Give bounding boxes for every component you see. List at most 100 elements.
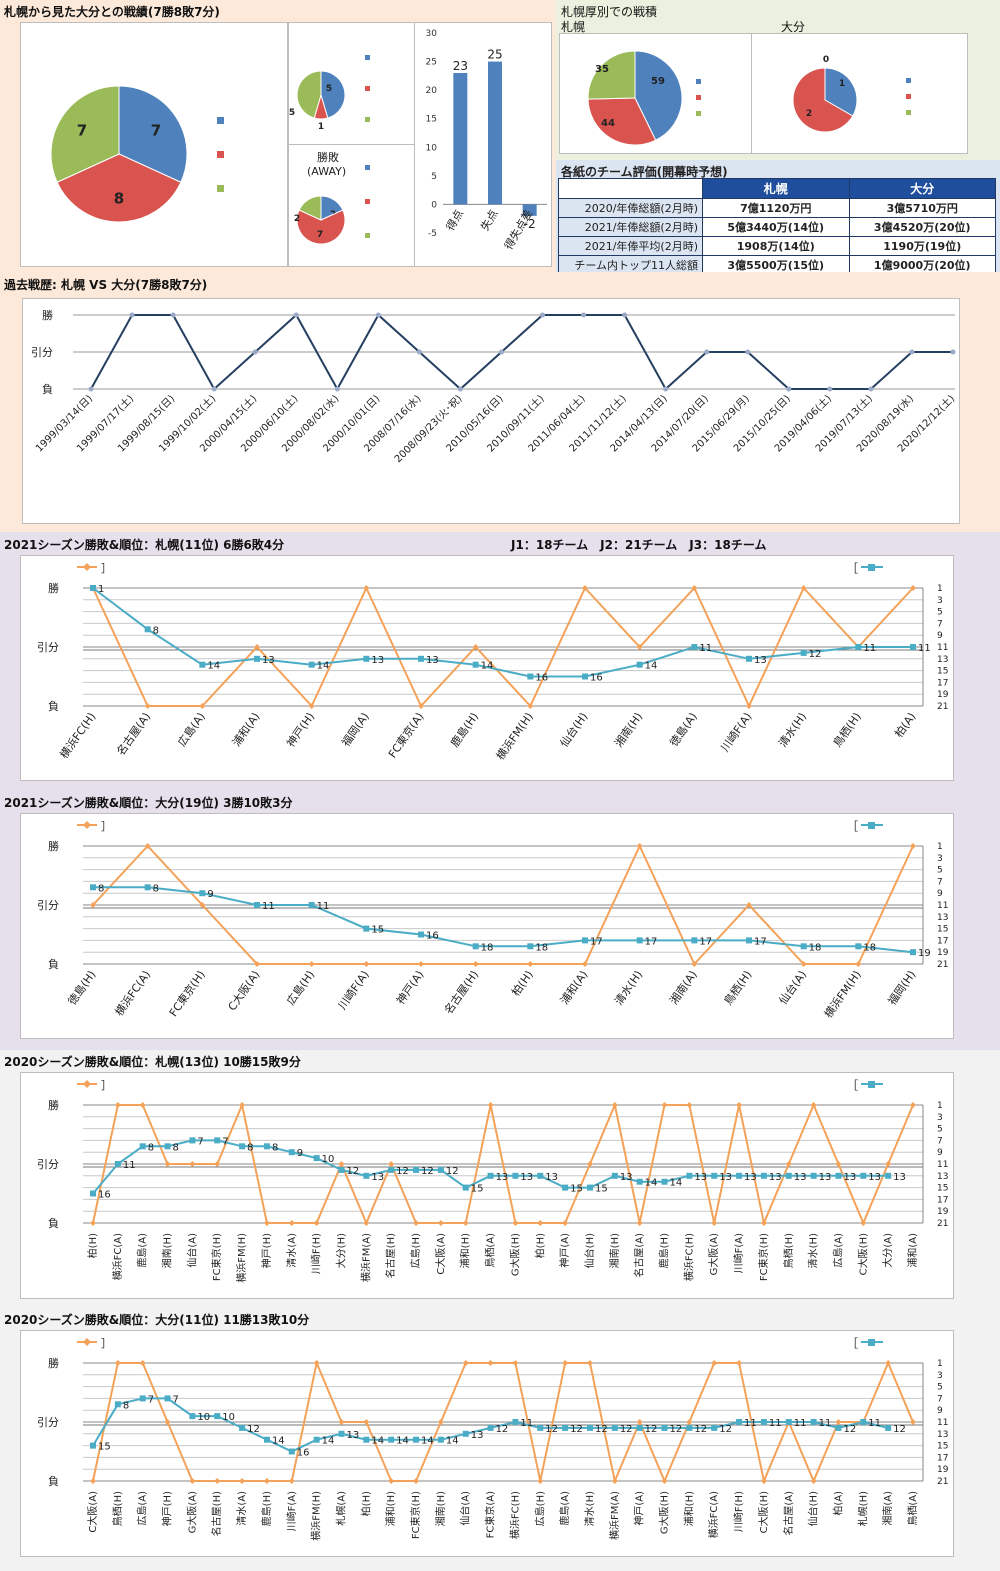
rank-value-label: 14 (421, 1436, 434, 1447)
rank-value-label: 16 (590, 673, 603, 684)
rank-tick-label: 19 (937, 1207, 949, 1217)
rank-value-label: 11 (520, 1418, 533, 1429)
rank-value-label: 8 (98, 883, 104, 894)
rank-point (139, 1395, 146, 1402)
result-point (437, 1419, 444, 1425)
rank-tick-label: 1 (937, 1101, 943, 1111)
result-point (114, 1360, 121, 1366)
y-axis-label: 負 (48, 1217, 59, 1230)
category-label: 名古屋(H) (384, 1233, 397, 1278)
result-point (527, 961, 534, 967)
category-label: 湘南(H) (611, 710, 645, 750)
evaluation-oita-value: 3億4520万(20位) (848, 217, 996, 237)
rank-value-label: 11 (794, 1418, 807, 1429)
result-point (686, 1419, 693, 1425)
rank-tick-label: 1 (937, 584, 943, 594)
season-chart-title: 2021シーズン勝敗&順位：札幌(11位) 6勝6敗4分 (4, 538, 285, 552)
rank-point (199, 661, 206, 668)
category-label: 広島(A) (136, 1491, 149, 1526)
rank-value-label: 14 (396, 1436, 409, 1447)
category-label: 浦和(H) (384, 1491, 397, 1526)
category-label: C大阪(A) (86, 1491, 99, 1533)
pie-value-label: 8 (114, 189, 124, 207)
evaluation-sapporo-value: 1908万(14位) (702, 236, 850, 256)
rank-value-label: 13 (496, 1172, 509, 1183)
category-label: 鹿島(H) (260, 1491, 273, 1526)
rank-value-label: 14 (481, 661, 494, 672)
rank-tick-label: 17 (937, 936, 948, 946)
evaluation-header-oita: 大分 (848, 178, 996, 199)
pie-value-label: 2 (294, 214, 300, 224)
category-label: 川崎F(A) (718, 710, 755, 754)
rank-value-label: 14 (670, 1178, 683, 1189)
y-axis-label: 勝 (48, 581, 59, 595)
rank-tick-label: 11 (937, 643, 948, 653)
category-label: FC東京(H) (210, 1233, 223, 1281)
rank-value-label: 12 (595, 1424, 608, 1435)
rank-value-label: 7 (197, 1136, 203, 1147)
rank-tick-label: 7 (937, 619, 943, 629)
rank-value-label: 12 (247, 1424, 260, 1435)
rank-value-label: 13 (545, 1172, 558, 1183)
category-label: 仙台(H) (583, 1233, 596, 1268)
result-point (582, 961, 588, 967)
result-point (512, 1360, 519, 1366)
rank-tick-label: 21 (937, 702, 948, 712)
rank-tick-label: 11 (937, 1160, 948, 1170)
category-label: 徳島(H) (65, 968, 99, 1008)
away-pie-panel: 勝敗(AWAY)272 (288, 144, 415, 267)
rank-point (90, 1442, 96, 1449)
rank-point (582, 673, 588, 680)
rank-value-label: 17 (645, 936, 658, 947)
bar-value-label: 25 (487, 48, 502, 62)
rank-point (199, 890, 206, 897)
rank-value-label: 14 (207, 661, 220, 672)
legend-swatch (365, 199, 370, 204)
rank-point (512, 1172, 519, 1179)
legend-result-bracket: ］ (101, 562, 112, 575)
rank-value-label: 15 (471, 1184, 484, 1195)
pie-value-label: 44 (601, 118, 615, 129)
rank-value-label: 13 (694, 1172, 707, 1183)
category-label: 名古屋(A) (633, 1233, 646, 1278)
rank-value-label: 18 (863, 942, 876, 953)
y-tick-label: 5 (431, 172, 437, 182)
result-point (338, 1419, 345, 1425)
rank-value-label: 12 (809, 649, 822, 660)
rank-tick-label: 19 (937, 1465, 949, 1475)
rank-point (636, 1178, 643, 1185)
rank-point (885, 1172, 892, 1179)
rank-tick-label: 15 (937, 1442, 948, 1452)
rank-value-label: 13 (620, 1172, 633, 1183)
home-pie-chart: 5 1 5 (289, 55, 370, 132)
rank-value-label: 13 (769, 1172, 782, 1183)
rank-point (636, 1424, 643, 1431)
rank-value-label: 12 (843, 1424, 856, 1435)
rank-value-label: 14 (272, 1436, 285, 1447)
result-point (885, 1360, 892, 1366)
legend-result-bracket: ］ (101, 1079, 112, 1092)
rank-point (512, 1419, 519, 1425)
result-point (263, 1478, 270, 1484)
atsubetsu-sapporo-panel: 59 44 35 (559, 33, 752, 154)
rank-value-label: 13 (754, 655, 767, 666)
category-label: 柏(H) (86, 1233, 99, 1258)
rank-point (413, 1166, 420, 1173)
result-point (636, 644, 643, 650)
rank-tick-label: 7 (937, 1136, 943, 1146)
rank-tick-label: 11 (937, 901, 948, 911)
category-label: 横浜FM(H) (235, 1233, 248, 1283)
result-point (189, 1478, 196, 1484)
result-point (860, 1220, 867, 1226)
evaluation-row-label: 2021/年俸総額(2月時) (558, 217, 703, 237)
legend-result-bracket: ］ (101, 1337, 112, 1350)
history-point (868, 386, 874, 392)
rank-point (214, 1413, 221, 1420)
rank-point (313, 1436, 320, 1443)
category-label: 福岡(A) (338, 710, 371, 749)
result-point (139, 1102, 146, 1108)
category-label: 神戸(A) (393, 968, 426, 1007)
pie-value-label: 7 (77, 121, 87, 139)
evaluation-row: 2020/年俸総額(2月時) 7億1120万円 3億5710万円 (558, 198, 996, 218)
category-label: 福岡(H) (885, 968, 919, 1008)
